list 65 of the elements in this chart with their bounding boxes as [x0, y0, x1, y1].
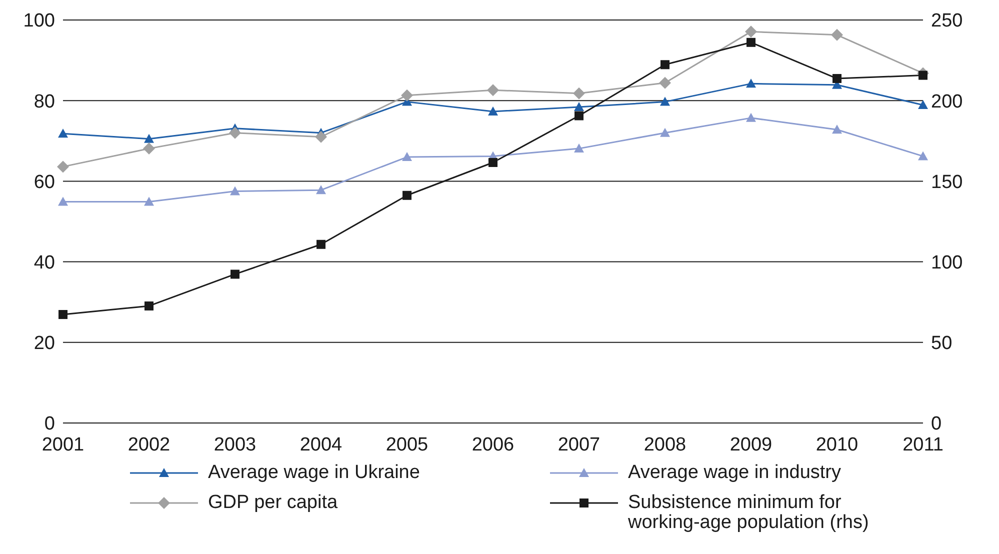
point: [746, 78, 756, 88]
point: [659, 76, 671, 89]
legend-label: Subsistence minimum for working-age population (rhs): [628, 492, 870, 533]
legend-label: GDP per capita: [208, 492, 339, 513]
point: [487, 84, 499, 96]
point: [58, 310, 68, 320]
point: [143, 142, 155, 155]
point: [402, 152, 412, 162]
point: [488, 106, 498, 116]
point: [230, 270, 240, 279]
y2-tick-label: 250: [931, 10, 963, 32]
point: [660, 96, 670, 106]
point: [574, 111, 584, 120]
point: [660, 128, 670, 137]
x-tick-label: 2004: [300, 434, 343, 456]
y-tick-label: 80: [34, 91, 55, 112]
point: [574, 144, 584, 153]
x-tick-label: 2001: [42, 434, 84, 456]
point: [58, 196, 68, 206]
point: [918, 70, 928, 80]
y-tick-label: 100: [23, 10, 55, 32]
y2-tick-label: 150: [931, 172, 963, 193]
x-tick-label: 2007: [558, 434, 600, 456]
point: [573, 87, 585, 100]
point: [746, 112, 756, 122]
legend-label: Average wage in industry: [628, 462, 842, 483]
x-tick-label: 2011: [902, 434, 944, 456]
legend-label: Average wage in Ukraine: [208, 462, 421, 483]
point: [316, 240, 326, 249]
point: [574, 102, 584, 112]
x-tick-label: 2002: [128, 434, 170, 456]
point: [402, 190, 412, 200]
y-tick-label: 60: [34, 172, 55, 193]
point: [316, 185, 326, 194]
point: [918, 100, 928, 110]
y2-tick-label: 0: [931, 414, 942, 435]
x-tick-label: 2008: [644, 434, 686, 456]
point: [315, 130, 327, 143]
point: [746, 38, 756, 47]
y-tick-label: 40: [34, 252, 55, 274]
point: [144, 196, 154, 206]
point: [401, 89, 413, 102]
point: [832, 74, 842, 84]
x-tick-label: 2005: [386, 434, 428, 456]
point: [58, 128, 68, 138]
point: [918, 151, 928, 160]
x-tick-label: 2009: [730, 434, 772, 456]
x-tick-label: 2006: [472, 434, 514, 456]
point: [488, 158, 498, 167]
point: [745, 26, 757, 38]
y2-tick-label: 200: [931, 91, 963, 112]
point: [229, 126, 241, 139]
y-tick-label: 20: [34, 333, 55, 354]
y2-tick-label: 100: [931, 252, 963, 274]
point: [831, 28, 843, 41]
point: [144, 301, 154, 310]
point: [832, 124, 842, 134]
x-tick-label: 2010: [816, 434, 858, 456]
point: [144, 134, 154, 143]
y-tick-label: 0: [44, 414, 55, 435]
point: [660, 60, 670, 70]
point: [230, 186, 240, 196]
x-tick-label: 2003: [214, 434, 256, 456]
point: [57, 160, 69, 173]
y2-tick-label: 50: [931, 333, 952, 354]
